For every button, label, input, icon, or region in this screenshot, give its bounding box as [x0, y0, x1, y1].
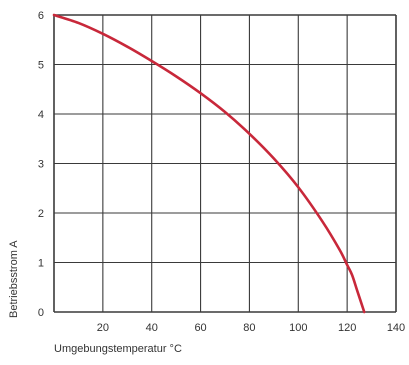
- y-axis-label: Betriebsstrom A: [8, 240, 20, 318]
- x-axis-label: Umgebungstemperatur °C: [54, 343, 182, 355]
- x-tick-label-40: 40: [146, 322, 158, 334]
- y-tick-label-4: 4: [38, 109, 44, 121]
- y-tick-label-3: 3: [38, 159, 44, 171]
- tick-labels: 20 40 60 80 100 120 140 0 1 2 3 4 5 6: [38, 10, 405, 334]
- y-tick-label-0: 0: [38, 307, 44, 319]
- x-tick-label-60: 60: [194, 322, 206, 334]
- series-line-0: [52, 13, 366, 314]
- x-tick-label-80: 80: [243, 322, 255, 334]
- grid: [53, 14, 397, 313]
- y-tick-label-1: 1: [38, 258, 44, 270]
- y-tick-label-6: 6: [38, 10, 44, 22]
- x-tick-label-140: 140: [387, 322, 405, 334]
- y-tick-label-5: 5: [38, 60, 44, 72]
- x-tick-label-100: 100: [289, 322, 307, 334]
- y-tick-label-2: 2: [38, 208, 44, 220]
- x-tick-label-120: 120: [338, 322, 356, 334]
- x-tick-label-20: 20: [97, 322, 109, 334]
- series-layer: [52, 13, 366, 314]
